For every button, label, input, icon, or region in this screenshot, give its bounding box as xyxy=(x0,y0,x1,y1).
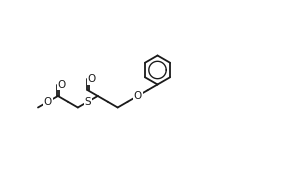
Text: S: S xyxy=(84,97,91,107)
Text: O: O xyxy=(88,74,96,84)
Text: O: O xyxy=(58,80,66,90)
Text: O: O xyxy=(44,97,52,107)
Text: O: O xyxy=(133,91,142,101)
